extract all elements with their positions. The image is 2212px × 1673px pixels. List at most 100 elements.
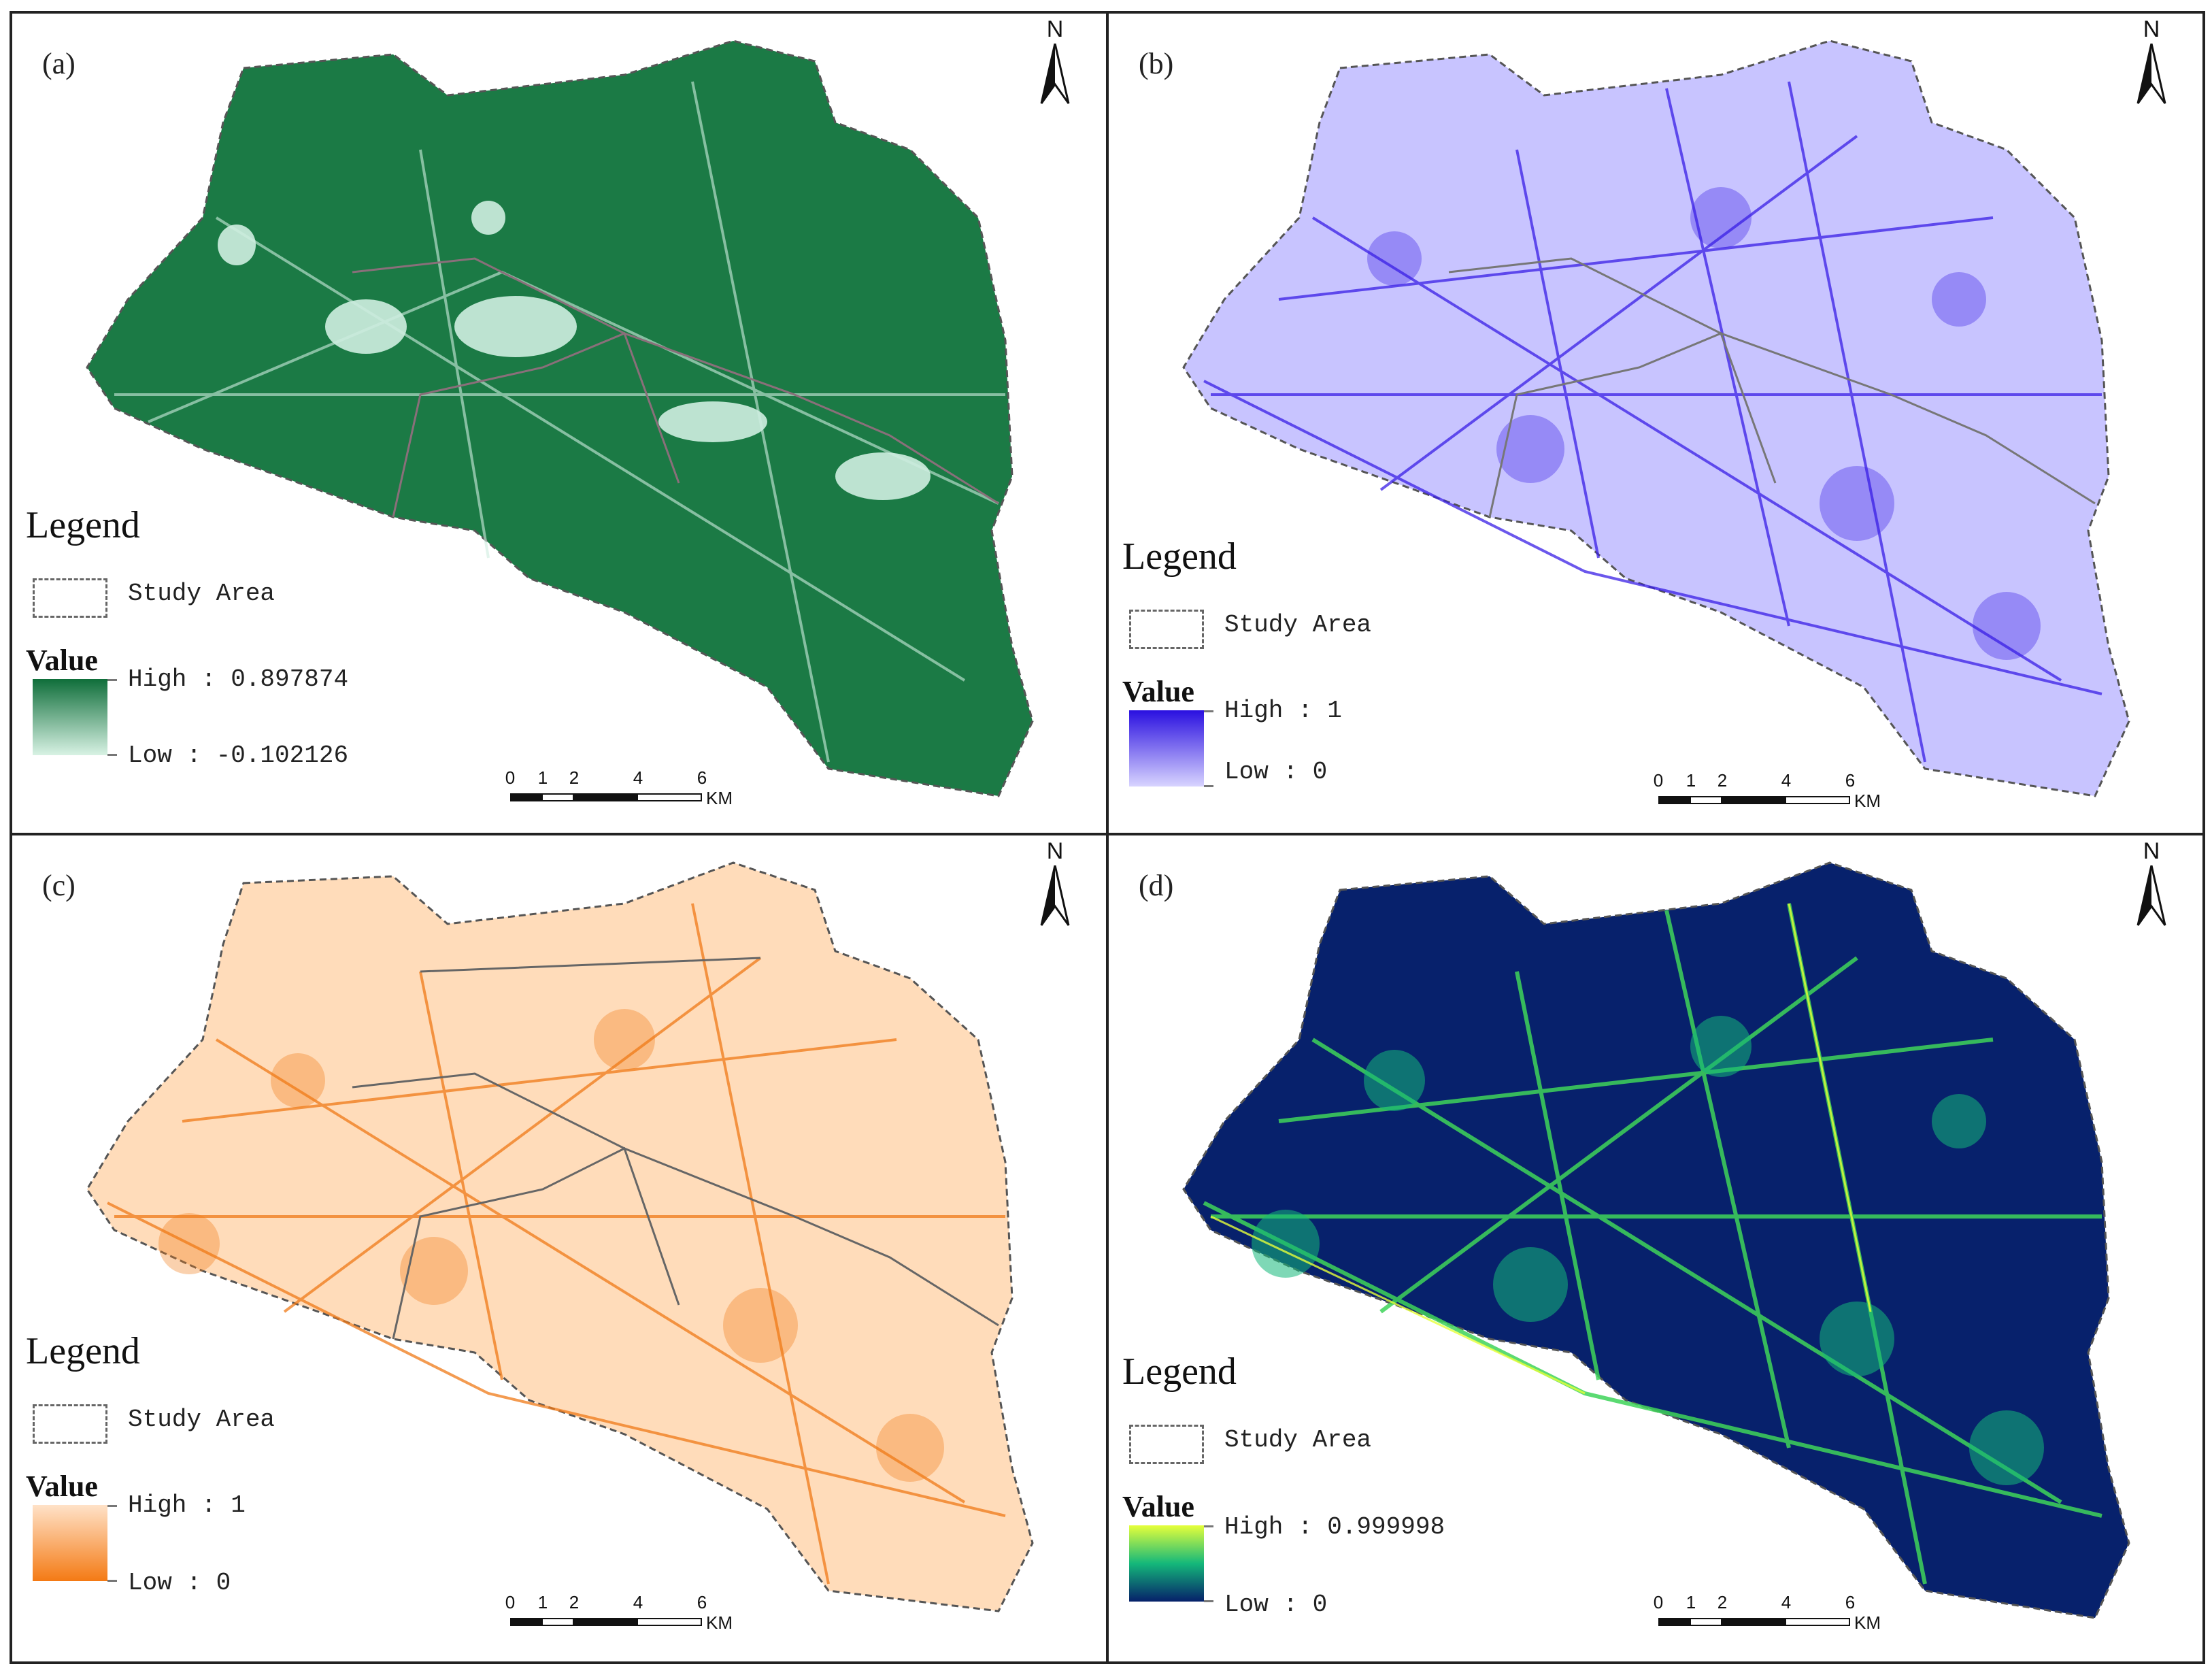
study-area-label: Study Area — [128, 1406, 275, 1434]
high-label: High : 1 — [128, 1491, 246, 1519]
district-boundary — [1448, 257, 2096, 518]
color-ramp — [1129, 710, 1204, 786]
study-area-map — [86, 39, 1034, 797]
north-letter: N — [1046, 16, 1064, 42]
ramp-tick-high — [1204, 710, 1213, 712]
ramp-tick-low — [107, 1580, 117, 1582]
scale-tick: 2 — [1717, 1592, 1728, 1612]
scale-segment — [541, 793, 574, 801]
built-up-patches — [158, 1009, 944, 1482]
panel-label: (a) — [42, 47, 76, 80]
scale-tick: 4 — [1781, 770, 1792, 791]
scale-unit: KM — [1854, 1612, 1881, 1633]
legend-title: Legend — [1122, 535, 1237, 578]
built-up-patches — [1367, 187, 2041, 660]
scale-tick: 0 — [1653, 770, 1664, 791]
district-boundary — [352, 257, 999, 518]
scale-tick: 2 — [1717, 770, 1728, 791]
scale-unit: KM — [706, 1612, 733, 1633]
scale-bar: 0 1 2 4 6 KM — [1650, 1592, 1895, 1646]
scale-segment — [637, 1618, 702, 1626]
road-network — [1203, 81, 2102, 763]
scale-tick: 6 — [1845, 770, 1856, 791]
district-boundary — [352, 957, 999, 1340]
road-network — [107, 903, 1006, 1585]
panel-label: (c) — [42, 869, 76, 902]
scale-segment — [1721, 796, 1786, 804]
scale-segment — [1721, 1618, 1786, 1626]
built-up-patches — [1252, 1016, 2044, 1485]
scale-segment — [510, 793, 543, 801]
light-patches — [218, 201, 931, 500]
scale-segment — [1658, 796, 1691, 804]
scale-segment — [541, 1618, 574, 1626]
study-area-label: Study Area — [1224, 1426, 1372, 1454]
scale-tick: 1 — [1686, 1592, 1696, 1612]
highlight-lines — [1210, 903, 1872, 1395]
north-arrow: N — [2128, 838, 2175, 927]
scale-segment — [1690, 1618, 1722, 1626]
north-letter: N — [2143, 16, 2160, 42]
scale-unit: KM — [706, 788, 733, 808]
scale-bar: 0 1 2 4 6 KM — [1650, 770, 1895, 825]
color-ramp — [33, 1505, 107, 1581]
study-area-symbol — [1129, 610, 1204, 649]
color-ramp — [33, 679, 107, 755]
study-area-symbol — [33, 1404, 107, 1444]
north-arrow: N — [1031, 838, 1079, 927]
legend-title: Legend — [26, 504, 140, 546]
panel-label: (d) — [1139, 869, 1174, 902]
scale-tick: 0 — [505, 767, 516, 788]
ramp-tick-low — [1204, 785, 1213, 787]
scale-tick: 0 — [1653, 1592, 1664, 1612]
scale-segment — [510, 1618, 543, 1626]
scale-bar: 0 1 2 4 6 KM — [502, 1592, 747, 1646]
ramp-tick-low — [107, 754, 117, 756]
scale-unit: KM — [1854, 791, 1881, 811]
legend: Legend Study Area Value High : 0.897874 … — [26, 503, 434, 769]
value-title: Value — [26, 1470, 98, 1503]
high-label: High : 0.897874 — [128, 665, 349, 693]
ramp-tick-low — [1204, 1600, 1213, 1602]
low-label: Low : 0 — [128, 1569, 231, 1597]
scale-tick: 4 — [633, 1592, 643, 1612]
scale-segment — [573, 793, 638, 801]
study-area-label: Study Area — [1224, 611, 1372, 639]
study-area-symbol — [33, 578, 107, 618]
scale-segment — [573, 1618, 638, 1626]
panel-label: (b) — [1139, 47, 1174, 80]
legend: Legend Study Area Value High : 0.999998 … — [1122, 1350, 1530, 1619]
scale-segment — [1785, 1618, 1850, 1626]
scale-segment — [1785, 796, 1850, 804]
ramp-tick-high — [1204, 1525, 1213, 1527]
scale-tick: 6 — [697, 767, 707, 788]
study-area-map — [1182, 39, 2130, 797]
scale-tick: 6 — [697, 1592, 707, 1612]
scale-tick: 6 — [1845, 1592, 1856, 1612]
north-arrow-icon — [2136, 44, 2166, 104]
value-title: Value — [26, 644, 98, 677]
scale-tick: 1 — [537, 1592, 548, 1612]
map-panel-d: (d) N Legend Study Area Value High : 0.9… — [1106, 833, 2205, 1664]
scale-tick: 1 — [537, 767, 548, 788]
value-title: Value — [1122, 675, 1194, 708]
north-letter: N — [2143, 838, 2160, 864]
map-panel-b: (b) N Legend Study Area Value High : 1 L… — [1106, 11, 2205, 835]
legend: Legend Study Area Value High : 1 Low : 0 — [1122, 535, 1530, 793]
north-arrow: N — [1031, 16, 1079, 105]
color-ramp — [1129, 1525, 1204, 1602]
map-panel-c: (c) N Legend Study Area Value High : 1 L… — [10, 833, 1109, 1664]
study-area-map — [1182, 861, 2130, 1619]
scale-bar: 0 1 2 4 6 KM — [502, 767, 747, 822]
high-label: High : 1 — [1224, 697, 1342, 725]
legend-title: Legend — [1122, 1351, 1237, 1393]
north-letter: N — [1046, 838, 1064, 864]
ramp-tick-high — [107, 1505, 117, 1507]
north-arrow-icon — [2136, 865, 2166, 926]
north-arrow-icon — [1040, 44, 1070, 104]
scale-segment — [1690, 796, 1722, 804]
value-title: Value — [1122, 1490, 1194, 1523]
low-label: Low : 0 — [1224, 758, 1328, 786]
study-area-symbol — [1129, 1425, 1204, 1464]
legend-title: Legend — [26, 1330, 140, 1372]
